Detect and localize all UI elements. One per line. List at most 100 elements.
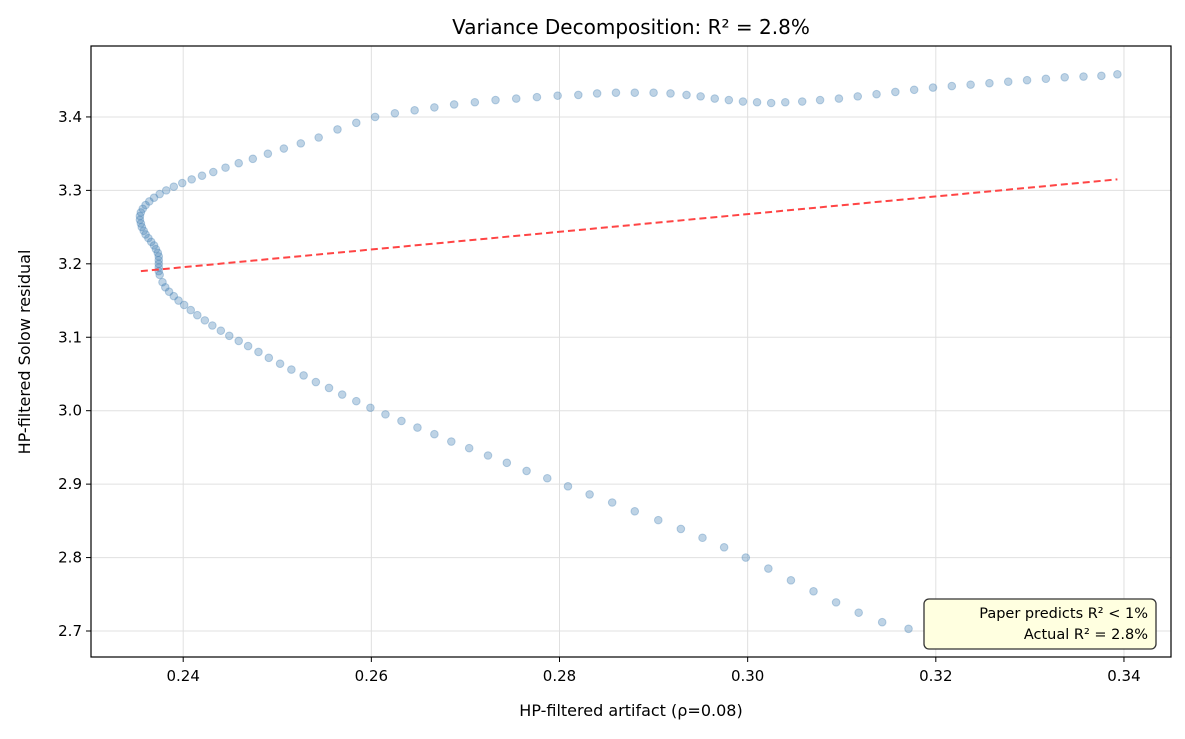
data-point (174, 296, 183, 305)
data-point (511, 94, 521, 103)
data-point (155, 270, 164, 280)
data-point (299, 371, 308, 380)
y-tick-label: 3.2 (58, 255, 82, 273)
data-point (397, 416, 406, 426)
x-tick-label: 0.30 (731, 667, 764, 685)
x-axis-label: HP-filtered artifact (ρ=0.08) (519, 701, 742, 720)
data-point (139, 226, 148, 236)
data-point (287, 365, 296, 374)
data-point (447, 437, 456, 446)
data-point (696, 92, 705, 101)
data-point (161, 283, 170, 292)
data-point (786, 576, 796, 585)
data-point (158, 277, 167, 287)
data-point (877, 617, 887, 627)
y-tick-label: 3.1 (58, 328, 82, 346)
data-point (1097, 71, 1106, 81)
data-point (141, 230, 150, 239)
data-point (563, 482, 573, 491)
data-point (279, 144, 289, 153)
data-point (430, 429, 439, 439)
data-point (333, 125, 342, 134)
data-point (904, 624, 913, 634)
data-point (553, 91, 562, 100)
data-point (413, 423, 422, 432)
y-tick-label: 2.8 (58, 549, 82, 567)
data-point (145, 197, 154, 206)
data-point (314, 133, 323, 142)
data-point (430, 103, 439, 112)
data-point (324, 383, 334, 393)
data-point (928, 83, 938, 92)
y-tick-label: 3.0 (58, 402, 82, 420)
data-point (154, 252, 164, 261)
data-point (337, 390, 347, 399)
data-point (682, 90, 691, 100)
data-point (169, 291, 179, 301)
data-point (151, 244, 161, 254)
x-tick-label: 0.32 (919, 667, 952, 685)
data-point (666, 89, 675, 98)
data-point (149, 193, 159, 203)
data-point (136, 219, 146, 228)
x-tick-label: 0.26 (355, 667, 388, 685)
annotation-line-2: Actual R² = 2.8% (1024, 627, 1148, 643)
data-point (532, 92, 542, 102)
data-point (164, 287, 174, 297)
data-point (221, 163, 230, 172)
data-point (872, 89, 881, 99)
data-point (248, 154, 258, 164)
data-point (542, 473, 552, 483)
data-point (234, 158, 244, 168)
data-point (216, 326, 226, 335)
data-point (187, 175, 196, 184)
data-point (366, 403, 375, 413)
data-point (764, 564, 773, 573)
data-point (831, 598, 841, 607)
data-point (149, 241, 159, 250)
data-point (585, 490, 594, 499)
data-point (1060, 72, 1069, 82)
data-point (834, 94, 844, 103)
data-point (483, 451, 493, 460)
data-point (144, 233, 153, 243)
data-point (243, 341, 253, 351)
data-point (135, 215, 145, 225)
data-point (275, 359, 285, 368)
data-point (193, 310, 202, 320)
data-point (611, 88, 621, 98)
data-points (135, 70, 1122, 634)
data-point (169, 182, 179, 192)
data-point (676, 524, 686, 534)
data-point (141, 200, 150, 210)
annotation-box: Paper predicts R² < 1% Actual R² = 2.8% (923, 598, 1157, 650)
data-point (224, 331, 234, 341)
data-point (464, 443, 474, 453)
data-point (815, 95, 825, 105)
data-point (390, 108, 400, 118)
data-point (649, 88, 658, 98)
data-point (179, 300, 189, 310)
data-point (138, 204, 148, 214)
data-point (985, 78, 994, 88)
regression-line (140, 178, 1118, 273)
y-tick-label: 2.9 (58, 475, 82, 493)
data-point (146, 237, 156, 247)
data-point (208, 167, 218, 177)
data-point (264, 353, 274, 363)
data-point (630, 507, 640, 516)
data-point (947, 81, 957, 91)
data-point (909, 85, 919, 95)
data-point (370, 112, 380, 122)
data-point (698, 533, 707, 543)
data-point (797, 97, 807, 106)
data-point (296, 139, 306, 148)
x-tick-label: 0.28 (543, 667, 576, 685)
data-point (351, 118, 361, 128)
data-point (208, 321, 217, 330)
data-point (200, 316, 210, 325)
data-point (154, 259, 164, 269)
data-point (854, 608, 863, 617)
data-point (1022, 75, 1032, 85)
